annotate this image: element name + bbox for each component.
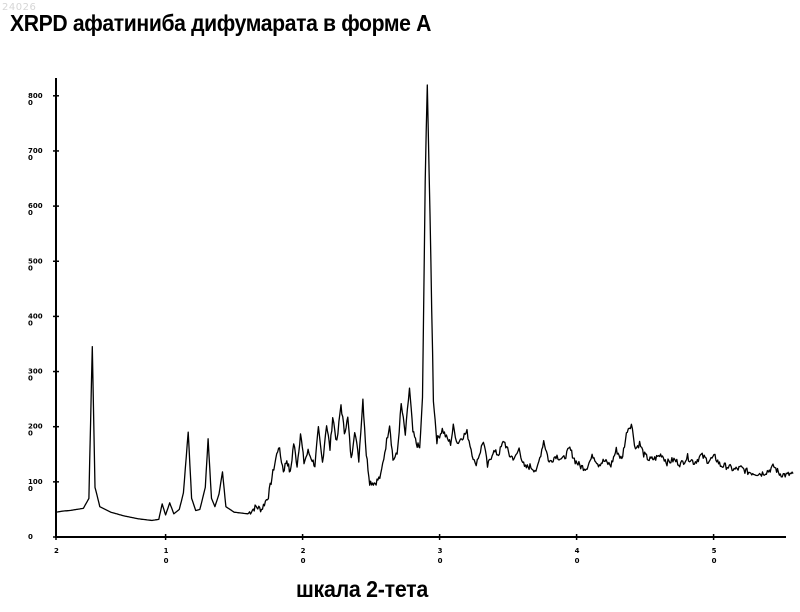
xrpd-series-line bbox=[55, 84, 794, 522]
y-tick-label: 0 bbox=[28, 375, 33, 383]
y-tick-label: 200 bbox=[28, 423, 43, 431]
chart-axes bbox=[55, 78, 786, 538]
x-tick-label: 3 bbox=[438, 547, 443, 555]
x-axis-label: шкала 2-тета bbox=[296, 576, 429, 602]
y-tick-label: 0 bbox=[28, 485, 33, 493]
series-layer bbox=[55, 84, 794, 522]
y-tick-label: 0 bbox=[28, 533, 33, 541]
y-tick-label: 0 bbox=[28, 264, 33, 272]
y-tick-label: 400 bbox=[28, 312, 43, 320]
y-tick-label: 0 bbox=[28, 209, 33, 217]
x-tick-label: 2 bbox=[54, 547, 59, 555]
x-tick-label: 2 bbox=[301, 547, 306, 555]
y-tick-label: 0 bbox=[28, 319, 33, 327]
chart-title: XRPD афатиниба дифумарата в форме A bbox=[10, 10, 432, 36]
y-tick-label: 0 bbox=[28, 430, 33, 438]
x-tick-label: 0 bbox=[575, 557, 580, 565]
y-tick-label: 600 bbox=[28, 202, 43, 210]
y-tick-label: 300 bbox=[28, 368, 43, 376]
x-tick-label: 5 bbox=[712, 547, 717, 555]
x-tick-label: 0 bbox=[438, 557, 443, 565]
y-tick-label: 700 bbox=[28, 147, 43, 155]
watermark-text: 24026 bbox=[2, 2, 37, 13]
x-tick-label: 0 bbox=[712, 557, 717, 565]
y-tick-label: 0 bbox=[28, 99, 33, 107]
x-tick-label: 0 bbox=[301, 557, 306, 565]
y-tick-label: 100 bbox=[28, 478, 43, 486]
x-tick-label: 4 bbox=[575, 547, 580, 555]
x-tick-label: 1 bbox=[164, 547, 169, 555]
x-tick-label: 0 bbox=[164, 557, 169, 565]
x-axis-ticks: 2 1 0 2 0 3 0 4 0 5 0 bbox=[54, 534, 717, 565]
y-tick-label: 800 bbox=[28, 92, 43, 100]
y-tick-label: 0 bbox=[28, 154, 33, 162]
y-tick-label: 500 bbox=[28, 257, 43, 265]
